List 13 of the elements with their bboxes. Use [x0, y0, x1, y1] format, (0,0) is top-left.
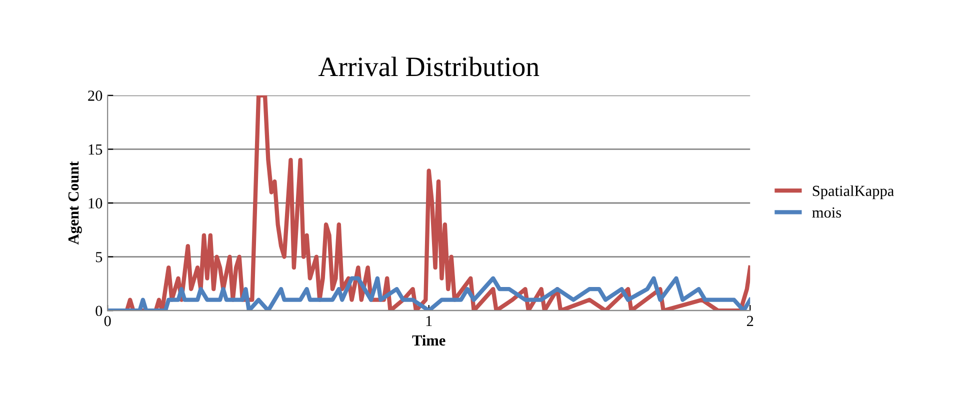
y-tick-label: 15: [88, 144, 102, 155]
y-tick-label: 5: [96, 252, 102, 262]
chart-title: Arrival Distribution: [318, 56, 540, 76]
x-tick-label: 1: [426, 316, 432, 326]
x-tick-label: 2: [746, 316, 754, 326]
y-tick-label: 0: [96, 306, 102, 316]
y-tick-label: 10: [88, 198, 102, 208]
legend-label: mois: [812, 207, 842, 218]
x-axis-title: Time: [412, 334, 446, 346]
y-axis-title: Agent Count: [68, 161, 82, 245]
y-tick-label: 20: [88, 90, 102, 101]
legend-label: SpatialKappa: [812, 185, 894, 200]
x-tick-label: 0: [104, 316, 111, 326]
